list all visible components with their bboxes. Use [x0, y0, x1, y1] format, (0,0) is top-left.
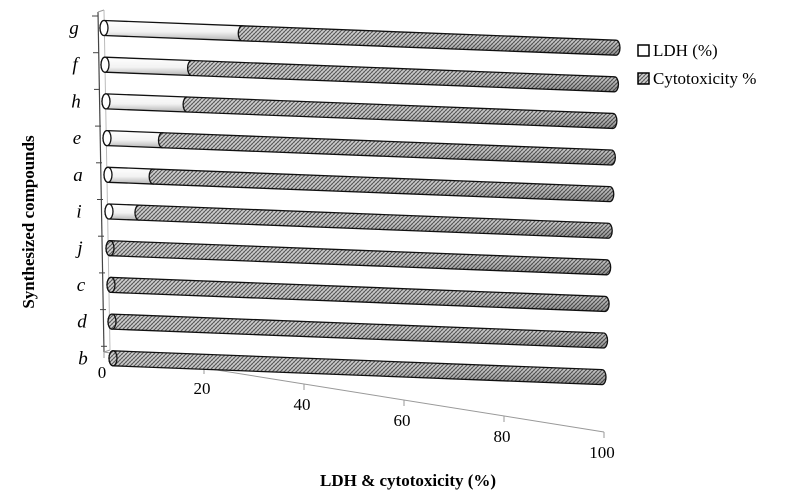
y-axis-title: Synthesized compounds — [19, 135, 38, 309]
value-tick-label-0: 0 — [98, 363, 107, 382]
x-axis-title: LDH & cytotoxicity (%) — [320, 471, 496, 490]
value-tick-label-100: 100 — [589, 443, 615, 462]
bar-ldh-i-cap — [104, 203, 114, 220]
category-label-h: h — [71, 91, 81, 112]
bar-cytotoxicity-g-shade — [238, 25, 621, 56]
bar-ldh-i-shade — [105, 204, 143, 221]
value-tick-label-40: 40 — [294, 395, 311, 414]
bar-row-b — [108, 350, 607, 386]
bar-cytotoxicity-b-cap — [108, 350, 118, 367]
bar-series — [99, 19, 621, 386]
bar-cytotoxicity-c-shade — [107, 277, 610, 312]
bar-ldh-a-shade — [104, 167, 158, 185]
value-tick-label-20: 20 — [194, 379, 211, 398]
bar-row-i — [104, 203, 613, 239]
category-label-f: f — [72, 55, 80, 76]
bar-cytotoxicity-c-cap — [106, 276, 116, 294]
bar-row-a — [103, 166, 615, 203]
value-tick-label-60: 60 — [394, 411, 411, 430]
category-label-a: a — [73, 165, 83, 186]
category-label-i: i — [76, 202, 81, 223]
bar-ldh-g-cap — [99, 19, 109, 37]
bar-row-g — [99, 19, 621, 56]
bar-cytotoxicity-j-shade — [106, 240, 611, 275]
category-label-c: c — [77, 275, 86, 296]
category-label-j: j — [74, 238, 82, 259]
bar-ldh-f-shade — [101, 57, 196, 76]
back-top-line — [97, 9, 105, 13]
bar-ldh-e-shade — [103, 130, 167, 148]
category-label-g: g — [69, 18, 79, 39]
bar-cytotoxicity-e-shade — [158, 132, 616, 166]
value-ticks: 0 20 40 60 80 100 — [98, 352, 615, 462]
bar-row-f — [100, 56, 620, 93]
value-tick-label-80: 80 — [494, 427, 511, 446]
bar-cytotoxicity-b-shade — [109, 350, 606, 385]
legend-swatch-cytotoxicity — [637, 72, 650, 85]
bar-ldh-a-cap — [103, 166, 113, 183]
bar-cytotoxicity-j-cap — [105, 240, 115, 257]
bar-ldh-h-shade — [102, 93, 192, 113]
legend-label-ldh: LDH (%) — [653, 41, 718, 60]
category-label-b: b — [78, 348, 88, 369]
bar-row-e — [102, 129, 616, 166]
bar-cytotoxicity-h-shade — [183, 97, 617, 129]
back-floor-line — [103, 349, 111, 353]
bar-cytotoxicity-d-cap — [107, 313, 117, 330]
legend-label-cytotoxicity: Cytotoxicity % — [653, 69, 756, 88]
bar-ldh-f-cap — [100, 56, 110, 73]
bar-ldh-g-shade — [100, 20, 247, 41]
bar-cytotoxicity-f-shade — [187, 60, 619, 92]
legend: LDH (%) Cytotoxicity % — [637, 41, 756, 88]
bar-row-h — [101, 93, 618, 130]
bar-row-c — [106, 276, 610, 313]
legend-swatch-ldh — [637, 44, 650, 57]
bar-row-j — [105, 240, 612, 276]
bar-cytotoxicity-a-shade — [149, 169, 614, 202]
bar-cytotoxicity-d-shade — [108, 314, 608, 349]
category-label-d: d — [77, 312, 87, 333]
category-label-e: e — [73, 128, 81, 149]
bar-ldh-e-cap — [102, 129, 112, 147]
bar-row-d — [107, 313, 609, 349]
bar-cytotoxicity-i-shade — [134, 205, 613, 239]
y-axis-line — [97, 11, 105, 353]
bar-ldh-h-cap — [101, 93, 111, 110]
